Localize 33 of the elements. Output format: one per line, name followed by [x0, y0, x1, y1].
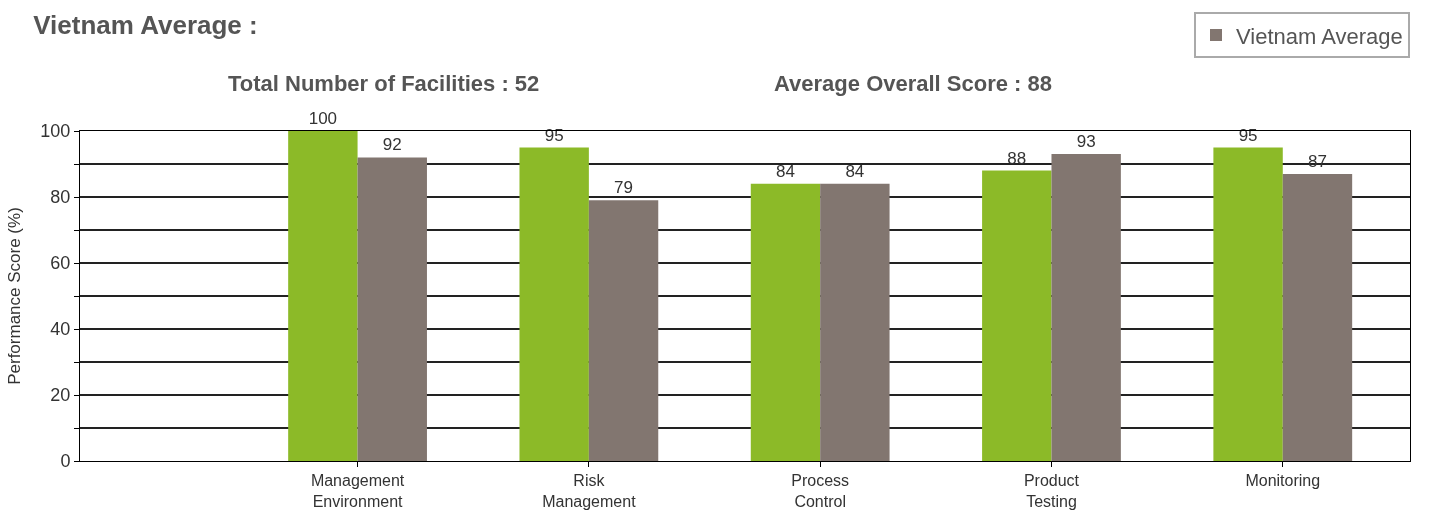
bar	[1213, 147, 1283, 461]
y-tick-label: 20	[50, 385, 71, 406]
data-label: 88	[1007, 148, 1027, 168]
text: Average Overall Score : 88	[774, 71, 1053, 96]
data-label: 93	[1076, 132, 1096, 152]
bar	[1282, 173, 1353, 461]
y-tick-label: 60	[50, 253, 71, 274]
x-tick-label: Process Control	[791, 472, 850, 510]
text: Total Number of Facilities : 52	[228, 71, 540, 96]
chart-title: Vietnam Average :	[33, 9, 258, 40]
data-label: 79	[614, 178, 634, 198]
bar	[588, 200, 659, 461]
bar	[820, 183, 890, 461]
bar	[357, 157, 427, 461]
x-tick-label: Monitoring	[1245, 472, 1321, 490]
data-label: 84	[776, 161, 795, 181]
bar	[519, 147, 589, 461]
y-axis-title: Performance Score (%)	[4, 207, 24, 385]
x-tick-label: Product Testing	[1023, 472, 1080, 510]
y-tick-label: 0	[60, 451, 71, 472]
y-tick-label: 80	[50, 187, 71, 208]
data-label: 84	[845, 161, 865, 181]
data-label: 100	[308, 109, 338, 128]
x-tick-label: Management Environment	[310, 472, 405, 510]
bar	[288, 131, 358, 461]
y-tick-label: 100	[40, 121, 71, 142]
legend-label: Vietnam Average	[1236, 23, 1403, 49]
bar	[982, 170, 1052, 461]
data-label: 92	[382, 135, 402, 155]
bar	[1051, 154, 1121, 461]
bar	[750, 183, 821, 461]
x-tick-label: Risk Management	[542, 472, 637, 510]
y-tick-label: 40	[50, 319, 71, 340]
